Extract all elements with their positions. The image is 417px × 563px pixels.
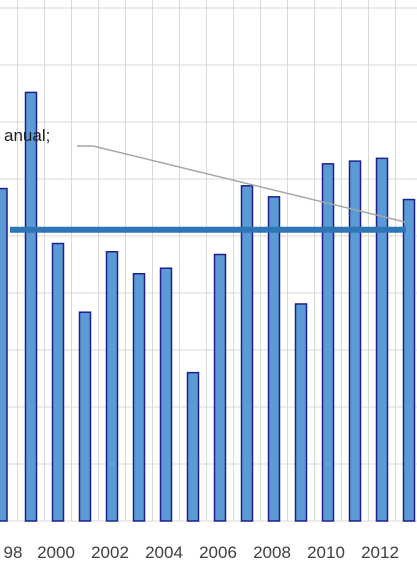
- bar-2002: [105, 251, 119, 522]
- bar-2004: [159, 267, 173, 522]
- x-tick-label: 2002: [91, 543, 129, 562]
- bar-2005: [186, 371, 200, 522]
- bar-2001: [78, 311, 92, 522]
- bar-2013: [402, 198, 416, 522]
- x-tick-label: 2010: [307, 543, 345, 562]
- bar-2011: [348, 160, 362, 522]
- x-tick-label: 2000: [37, 543, 75, 562]
- bar-2010: [321, 163, 335, 522]
- x-axis: 98 2000 2002 2004 2006 2008 2010 2012: [4, 543, 399, 562]
- bar-2007: [240, 185, 254, 522]
- annotation-label: anual;: [4, 126, 50, 145]
- x-tick-label: 2006: [199, 543, 237, 562]
- bars: [0, 91, 416, 522]
- x-tick-label: 2004: [145, 543, 183, 562]
- bar-1998-partial: [0, 187, 8, 522]
- x-tick-label: 2012: [361, 543, 399, 562]
- bar-2009: [294, 303, 308, 522]
- annotation-group: anual;: [4, 126, 406, 223]
- bar-2003: [132, 272, 146, 522]
- bar-2006: [213, 253, 227, 522]
- annotation-leader-line: [77, 145, 406, 223]
- x-tick-label: 98: [4, 543, 23, 562]
- gridlines: [0, 0, 417, 522]
- bar-1999: [24, 91, 38, 522]
- bar-2000: [51, 242, 65, 522]
- bar-2008: [267, 196, 281, 522]
- bar-2012: [375, 157, 389, 522]
- x-tick-label: 2008: [253, 543, 291, 562]
